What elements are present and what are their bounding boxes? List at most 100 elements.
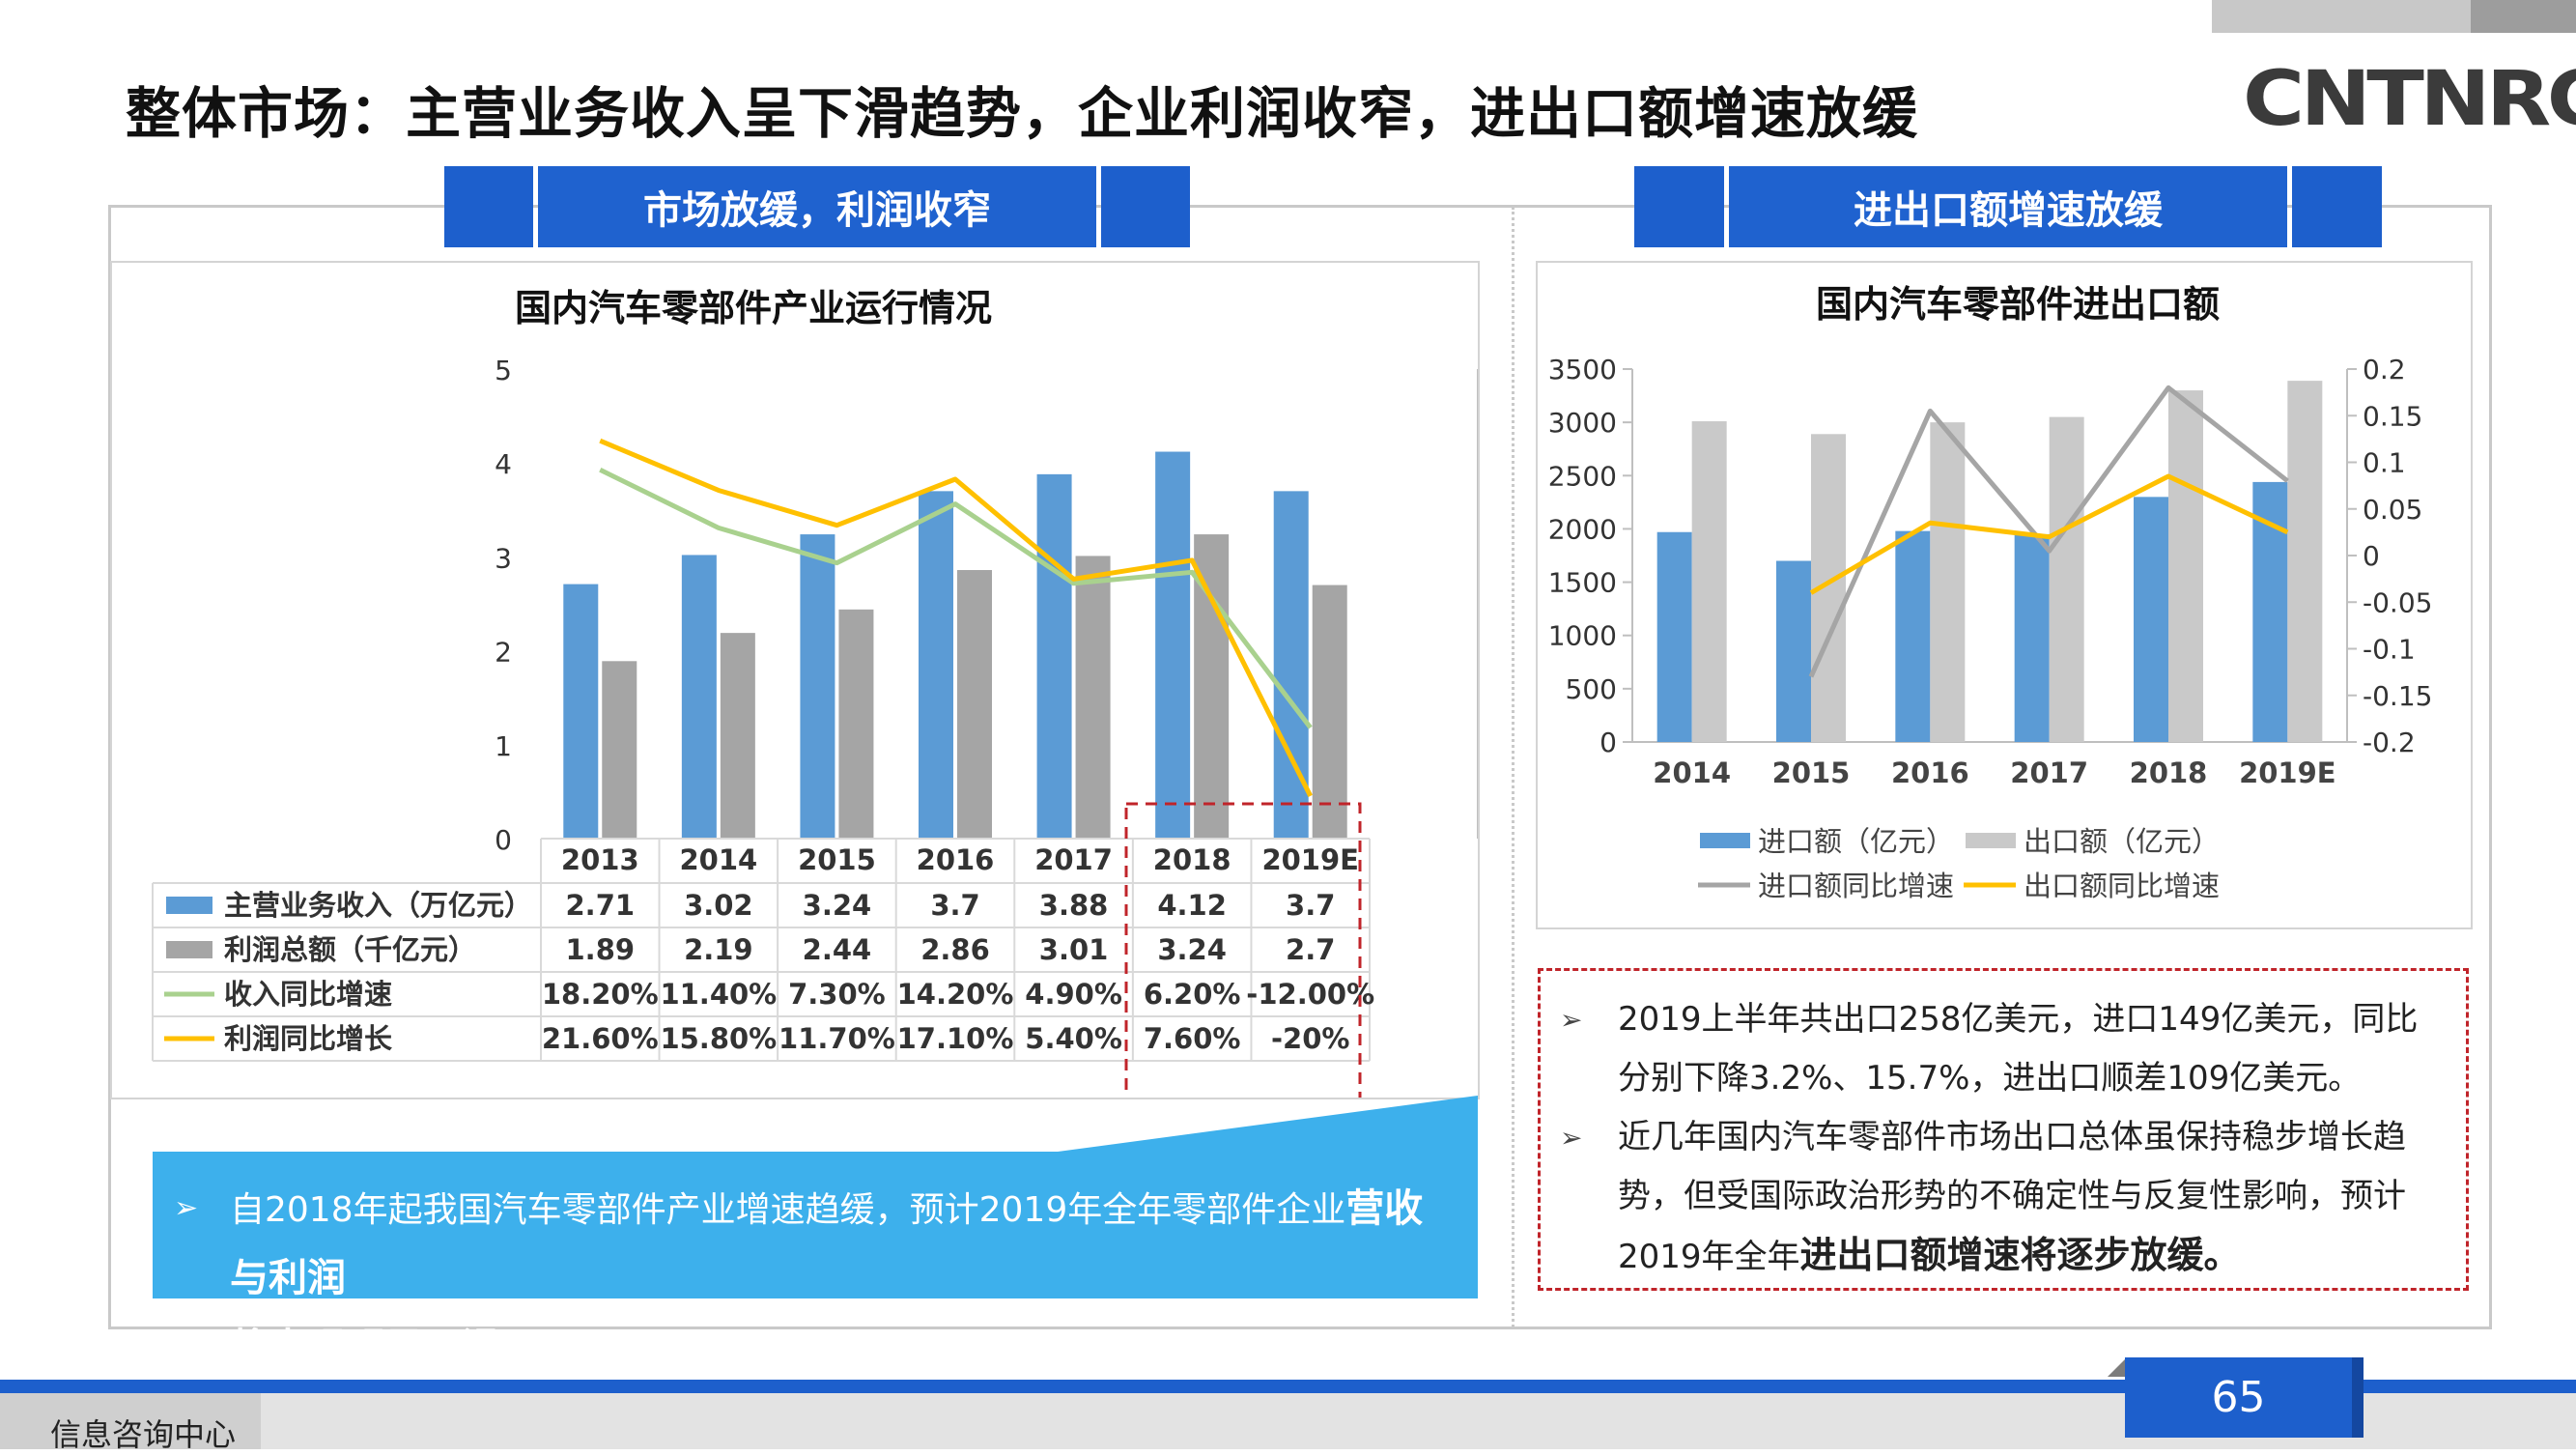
- table-cell: 4.90%: [1025, 978, 1122, 1011]
- y-left-tick-label: 1: [495, 730, 512, 762]
- x-tick-label: 2013: [561, 843, 639, 876]
- y-right-tick-label: -0.05: [2363, 586, 2432, 618]
- chart-lines: [1808, 385, 2289, 678]
- table-cell: 5.40%: [1025, 1022, 1122, 1055]
- export-bar: [2168, 390, 2203, 742]
- table-cell: -20%: [1271, 1022, 1349, 1055]
- table-cell: 6.20%: [1144, 978, 1241, 1011]
- x-tick-label: 2014: [679, 843, 757, 876]
- revenue-bar: [919, 491, 953, 839]
- table-cell: 14.20%: [897, 978, 1014, 1011]
- series-name: 利润同比增长: [224, 1022, 393, 1055]
- table-cell: 2.71: [566, 889, 636, 922]
- x-tick-label: 2015: [798, 843, 876, 876]
- profit-bar: [957, 570, 992, 839]
- y-left-tick-label: 3: [495, 542, 512, 574]
- legend-label: 出口额同比增速: [2024, 870, 2220, 902]
- x-tick-label: 2014: [1653, 756, 1731, 789]
- table-cell: 3.88: [1039, 889, 1109, 922]
- profit-growth-line: [599, 438, 1313, 797]
- right-note-text-2: 近几年国内汽车零部件市场出口总体虽保持稳步增长趋势，但受国际政治形势的不确定性与…: [1618, 1118, 2406, 1276]
- page-number: 65: [2125, 1357, 2352, 1438]
- revenue-growth-line: [599, 468, 1313, 729]
- revenue-bar: [1036, 473, 1072, 839]
- y-left-tick-label: 3000: [1548, 407, 1617, 439]
- left-note: ➢ 自2018年起我国汽车零部件产业增速趋缓，预计2019年全年零部件企业营收与…: [153, 1152, 1478, 1370]
- y-right-tick-label: 0.05: [2363, 494, 2422, 526]
- trade-chart: 国内汽车零部件进出口额 0 500 1000 1500 2000 2500 3000 3500…: [1548, 283, 2433, 902]
- export-bar: [2287, 381, 2323, 742]
- y-left-tick-label: 500: [1566, 673, 1617, 705]
- footer-label: 信息咨询中心: [50, 1416, 237, 1453]
- table-cell: 3.02: [684, 889, 753, 922]
- table-cell: 3.01: [1039, 933, 1109, 966]
- x-tick-label: 2017: [1034, 843, 1113, 876]
- right-note-text-1: 2019上半年共出口258亿美元，进口149亿美元，同比分别下降3.2%、15.…: [1618, 1000, 2419, 1098]
- y-right-tick-label: -0.2: [2363, 727, 2416, 758]
- y-left-tick-label: 2000: [1548, 513, 1617, 545]
- bullet-icon: ➢: [1560, 1004, 1583, 1036]
- y-left-tick-label: 2: [495, 637, 512, 669]
- legend-swatch: [166, 897, 212, 914]
- left-banner: 市场放缓，利润收窄: [538, 166, 1096, 247]
- table-cell: 2.19: [684, 933, 753, 966]
- x-tick-label: 2018: [2130, 756, 2208, 789]
- company-logo: CNTNRC: [2243, 56, 2576, 143]
- table-cell: 3.24: [803, 889, 872, 922]
- x-tick-label: 2016: [917, 843, 995, 876]
- table-cell: 7.60%: [1144, 1022, 1241, 1055]
- page-title: 整体市场：主营业务收入呈下滑趋势，企业利润收窄，进出口额增速放缓: [126, 82, 1918, 146]
- chart-lines: [599, 438, 1313, 797]
- y-left-tick-label: 1000: [1548, 620, 1617, 652]
- y-left-tick-label: 4: [495, 448, 512, 480]
- series-name: 主营业务收入（万亿元）: [224, 889, 532, 922]
- table-cell: 3.7: [1286, 889, 1335, 922]
- bullet-icon: ➢: [174, 1191, 199, 1225]
- y-left-tick-label: 5: [495, 355, 512, 386]
- import-bar: [1895, 530, 1931, 742]
- footer-label-background: [0, 1393, 261, 1449]
- export-bar: [1691, 421, 1727, 742]
- y-left-tick-label: 2500: [1548, 460, 1617, 492]
- table-cell: 2.44: [803, 933, 872, 966]
- chart-axes: 0 500 1000 1500 2000 2500 3000 3500 -0.2 -0.15 -0.…: [1548, 354, 2433, 789]
- page-number-edge: [2352, 1357, 2364, 1438]
- profit-bar: [838, 609, 874, 839]
- table-cell: 4.12: [1157, 889, 1227, 922]
- legend-swatch: [1700, 833, 1750, 848]
- legend-label: 出口额（亿元）: [2024, 825, 2220, 858]
- import-growth-line: [1808, 385, 2289, 678]
- right-note-paragraph-2: ➢ 近几年国内汽车零部件市场出口总体虽保持稳步增长趋势，但受国际政治形势的不确定性…: [1560, 1108, 2447, 1287]
- y-left-tick-label: 3500: [1548, 354, 1617, 385]
- table-cell: 7.30%: [788, 978, 886, 1011]
- x-tick-label: 2019E: [1261, 843, 1359, 876]
- y-left-tick-label: 0: [1599, 727, 1617, 758]
- legend-label: 进口额同比增速: [1758, 870, 1954, 902]
- table-cell: 3.7: [930, 889, 979, 922]
- top-accent-edge: [2471, 0, 2576, 33]
- chart-title: 国内汽车零部件进出口额: [1816, 283, 2220, 326]
- table-cell: 1.89: [566, 933, 636, 966]
- y-right-tick-label: 0.1: [2363, 447, 2406, 479]
- series-name: 收入同比增速: [224, 978, 392, 1011]
- x-tick-label: 2017: [2010, 756, 2088, 789]
- y-right-tick-label: 0.2: [2363, 354, 2406, 385]
- y-right-tick-label: 0: [2363, 540, 2380, 572]
- profit-bar: [602, 661, 637, 839]
- y-right-tick-label: -0.1: [2363, 634, 2416, 666]
- right-note: ➢ 2019上半年共出口258亿美元，进口149亿美元，同比分别下降3.2%、15…: [1538, 968, 2469, 1291]
- import-bar: [2014, 533, 2050, 742]
- chart-title: 国内汽车零部件产业运行情况: [515, 287, 992, 329]
- footer-bar: [0, 1380, 2576, 1393]
- right-banner-accent: [1634, 166, 1724, 247]
- profit-bar: [1312, 585, 1347, 839]
- table-cell: 2.86: [920, 933, 990, 966]
- left-banner-accent: [444, 166, 533, 247]
- chart-legend: 进口额（亿元） 出口额（亿元） 进口额同比增速 出口额同比增速: [1698, 825, 2220, 902]
- table-cell: -12.00%: [1246, 978, 1374, 1011]
- series-name: 利润总额（千亿元）: [224, 933, 476, 966]
- right-note-paragraph-1: ➢ 2019上半年共出口258亿美元，进口149亿美元，同比分别下降3.2%、15…: [1560, 990, 2447, 1108]
- profit-bar: [720, 633, 755, 839]
- x-tick-label: 2015: [1772, 756, 1851, 789]
- legend-swatch: [166, 941, 212, 958]
